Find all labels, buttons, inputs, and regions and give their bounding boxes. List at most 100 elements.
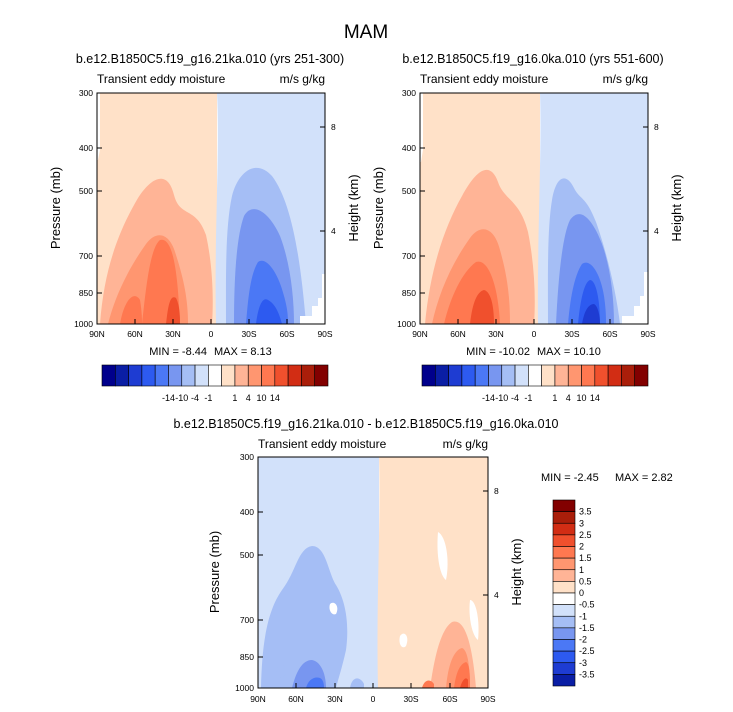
panel-2-ytick-700: 700 <box>402 251 416 261</box>
panel-2-ytick-850: 850 <box>402 288 416 298</box>
colorbar-left-swatch <box>114 364 129 387</box>
colorbar-left-label: 10 <box>257 393 267 403</box>
panel-1-ytick-1000: 1000 <box>74 319 93 329</box>
panel-2-height-tick-4: 4 <box>654 226 659 236</box>
panel-2-units-label: m/s g/kg <box>603 72 648 86</box>
panel-2-height-tick-8: 8 <box>654 122 659 132</box>
colorbar-left-label: -4 <box>191 393 199 403</box>
panel-2-xtick-30n: 30N <box>488 329 504 339</box>
colorbar-right-swatch <box>501 364 516 387</box>
colorbar-left: -14 -10 -4 -1 1 4 10 14 <box>101 364 329 403</box>
panel-2-xtick-90n: 90N <box>412 329 428 339</box>
panel-2-ytick-1000: 1000 <box>397 319 416 329</box>
panel-3-ytick-500: 500 <box>240 550 254 560</box>
colorbar-left-swatch <box>221 364 236 387</box>
colorbar-difference-swatch <box>552 522 576 536</box>
colorbar-left-label: 1 <box>232 393 237 403</box>
panel-1-xtick-30n: 30N <box>165 329 181 339</box>
panel-1-height-tick-4: 4 <box>331 226 336 236</box>
panel-2-ytick-500: 500 <box>402 186 416 196</box>
panel-2-ylabel: Pressure (mb) <box>371 167 386 249</box>
colorbar-difference-label: 0 <box>579 588 584 598</box>
panel-1-units-label: m/s g/kg <box>280 72 325 86</box>
colorbar-left-swatch <box>301 364 316 387</box>
colorbar-difference-swatch <box>552 499 576 512</box>
colorbar-left-label: -14 <box>162 393 175 403</box>
colorbar-difference-swatch <box>552 557 576 571</box>
panel-1-ytick-500: 500 <box>79 186 93 196</box>
colorbar-right-swatch <box>514 364 529 387</box>
colorbar-difference-label: -3 <box>579 658 587 668</box>
panel-1-min: MIN = -8.44 <box>149 346 207 358</box>
colorbar-left-swatch <box>274 364 289 387</box>
panel-1-ytick-300: 300 <box>79 88 93 98</box>
colorbar-right-swatch <box>488 364 503 387</box>
colorbar-left-swatch <box>168 364 183 387</box>
colorbar-left-swatch <box>154 364 169 387</box>
colorbar-difference: 3.53 2.5 21.5 10.5 0 -0.5-1 -1.5 -2-2.5 -3-3.5 <box>552 499 595 687</box>
panel-2-ytick-400: 400 <box>402 143 416 153</box>
colorbar-right-label: -1 <box>524 393 532 403</box>
colorbar-difference-swatch <box>552 569 576 582</box>
panel-1-y2label: Height (km) <box>346 174 361 241</box>
panel-1-ylabel: Pressure (mb) <box>48 167 63 249</box>
colorbar-difference-swatch <box>552 674 576 687</box>
colorbar-right-swatch <box>421 364 436 387</box>
panel-3-height-tick-4: 4 <box>494 590 499 600</box>
colorbar-left-swatch <box>314 364 329 387</box>
colorbar-difference-label: 0.5 <box>579 576 592 586</box>
colorbar-left-label: -10 <box>175 393 188 403</box>
colorbar-right-swatch <box>448 364 463 387</box>
panel-3-height-tick-8: 8 <box>494 486 499 496</box>
colorbar-difference-swatch <box>552 615 576 629</box>
colorbar-difference-swatch <box>552 662 576 675</box>
panel-3-x-ticks: 90N 60N 30N 0 30S 60S 90S <box>250 683 496 704</box>
panel-2-min: MIN = -10.02 <box>466 346 530 358</box>
panel-2-variable-label: Transient eddy moisture <box>420 72 549 86</box>
panel-3-xtick-30s: 30S <box>403 694 418 704</box>
colorbar-difference-label: 2.5 <box>579 530 592 540</box>
panel-2-title: b.e12.B1850C5.f19_g16.0ka.010 (yrs 551-6… <box>402 52 663 66</box>
panel-2-xtick-60n: 60N <box>450 329 466 339</box>
panel-3-ytick-850: 850 <box>240 652 254 662</box>
colorbar-right-swatch <box>607 364 622 387</box>
panel-3-xtick-60n: 60N <box>288 694 304 704</box>
colorbar-left-label: 14 <box>270 393 280 403</box>
colorbar-difference-label: 2 <box>579 542 584 552</box>
panel-3-ytick-700: 700 <box>240 615 254 625</box>
colorbar-left-swatch <box>181 364 196 387</box>
colorbar-difference-label: -0.5 <box>579 600 595 610</box>
colorbar-difference-label: -1 <box>579 611 587 621</box>
panel-2-xtick-60s: 60S <box>602 329 617 339</box>
panel-1-xtick-0: 0 <box>209 329 214 339</box>
panel-1-ytick-700: 700 <box>79 251 93 261</box>
panel-3-max: MAX = 2.82 <box>615 472 673 484</box>
panel-2-y2label: Height (km) <box>669 174 684 241</box>
panel-2: b.e12.B1850C5.f19_g16.0ka.010 (yrs 551-6… <box>371 52 684 358</box>
panel-3-units-label: m/s g/kg <box>443 437 488 451</box>
panel-3-xtick-0: 0 <box>371 694 376 704</box>
colorbar-difference-swatch <box>552 511 576 524</box>
colorbar-right-label: 10 <box>577 393 587 403</box>
colorbar-right-swatch <box>474 364 489 387</box>
colorbar-right-swatch <box>554 364 569 387</box>
colorbar-left-label: 4 <box>246 393 251 403</box>
colorbar-left-swatch <box>261 364 276 387</box>
colorbar-difference-swatch <box>552 534 576 547</box>
colorbar-difference-label: 1 <box>579 565 584 575</box>
colorbar-difference-swatch <box>552 639 576 652</box>
colorbar-difference-label: 1.5 <box>579 553 592 563</box>
panel-1-xtick-60s: 60S <box>279 329 294 339</box>
colorbar-right-swatch <box>434 364 449 387</box>
panel-1-xtick-60n: 60N <box>127 329 143 339</box>
panel-3-min: MIN = -2.45 <box>541 472 599 484</box>
colorbar-difference-swatch <box>552 581 576 594</box>
colorbar-right-swatch <box>528 364 542 387</box>
colorbar-right-label: -10 <box>495 393 508 403</box>
colorbar-right: -14 -10 -4 -1 1 4 10 14 <box>421 364 649 403</box>
colorbar-difference-label: 3 <box>579 518 584 528</box>
panel-3-xtick-60s: 60S <box>442 694 457 704</box>
colorbar-difference-label: -2 <box>579 635 587 645</box>
colorbar-left-swatch <box>194 364 209 387</box>
